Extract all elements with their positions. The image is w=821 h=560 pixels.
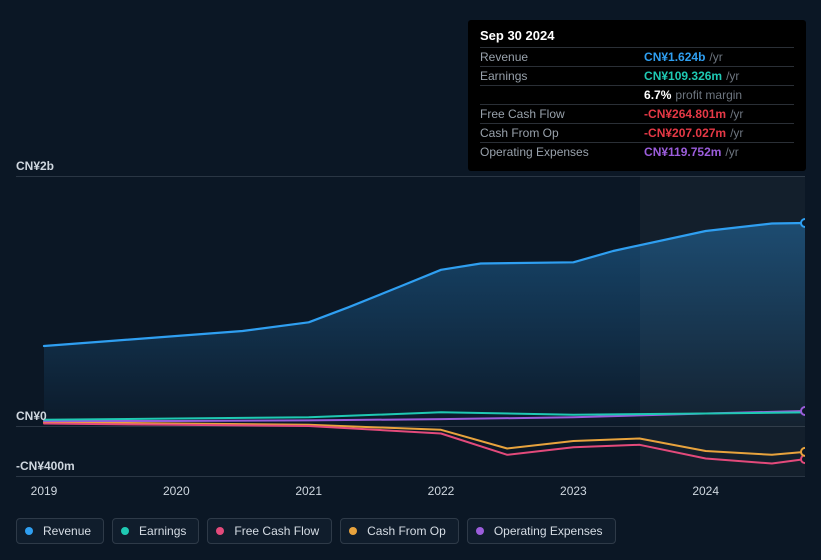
tooltip-row: EarningsCN¥109.326m/yr (480, 67, 794, 86)
chart-tooltip: Sep 30 2024RevenueCN¥1.624b/yrEarningsCN… (468, 20, 806, 171)
x-axis-label: 2024 (692, 484, 719, 498)
tooltip-row: RevenueCN¥1.624b/yr (480, 48, 794, 67)
end-marker-opex (801, 407, 805, 415)
legend-item-cashop[interactable]: Cash From Op (340, 518, 459, 544)
tooltip-table: RevenueCN¥1.624b/yrEarningsCN¥109.326m/y… (480, 47, 794, 161)
tooltip-row-label: Cash From Op (480, 124, 644, 143)
tooltip-row-value: -CN¥207.027m/yr (644, 124, 794, 143)
end-marker-revenue (801, 219, 805, 227)
legend-item-earnings[interactable]: Earnings (112, 518, 199, 544)
legend-swatch-icon (476, 527, 484, 535)
tooltip-row: Cash From Op-CN¥207.027m/yr (480, 124, 794, 143)
legend-item-revenue[interactable]: Revenue (16, 518, 104, 544)
legend-item-label: Free Cash Flow (234, 524, 319, 538)
x-axis: 2019 2020 2021 2022 2023 2024 (16, 484, 805, 500)
legend-item-fcf[interactable]: Free Cash Flow (207, 518, 332, 544)
tooltip-row-value: CN¥109.326m/yr (644, 67, 794, 86)
tooltip-date: Sep 30 2024 (480, 28, 794, 47)
financials-chart[interactable] (16, 176, 805, 476)
x-axis-label: 2020 (163, 484, 190, 498)
legend-swatch-icon (121, 527, 129, 535)
legend-item-label: Earnings (139, 524, 186, 538)
legend-swatch-icon (349, 527, 357, 535)
legend-item-label: Cash From Op (367, 524, 446, 538)
x-axis-label: 2019 (31, 484, 58, 498)
tooltip-row: Free Cash Flow-CN¥264.801m/yr (480, 105, 794, 124)
revenue-area (44, 223, 805, 426)
tooltip-row-value: CN¥119.752m/yr (644, 143, 794, 162)
chart-gridline (16, 476, 805, 477)
tooltip-row-label (480, 86, 644, 105)
y-axis-label: CN¥0 (16, 409, 47, 423)
tooltip-row-label: Revenue (480, 48, 644, 67)
tooltip-row-label: Operating Expenses (480, 143, 644, 162)
end-marker-cashop (801, 448, 805, 456)
legend-item-label: Revenue (43, 524, 91, 538)
tooltip-row-label: Earnings (480, 67, 644, 86)
legend-swatch-icon (25, 527, 33, 535)
tooltip-row-value: 6.7%profit margin (644, 86, 794, 105)
y-axis-label: -CN¥400m (16, 459, 75, 473)
chart-legend: Revenue Earnings Free Cash Flow Cash From O… (16, 518, 616, 544)
x-axis-label: 2021 (295, 484, 322, 498)
tooltip-row: Operating ExpensesCN¥119.752m/yr (480, 143, 794, 162)
y-axis-label: CN¥2b (16, 159, 54, 173)
legend-item-opex[interactable]: Operating Expenses (467, 518, 616, 544)
tooltip-row: 6.7%profit margin (480, 86, 794, 105)
x-axis-label: 2022 (428, 484, 455, 498)
x-axis-label: 2023 (560, 484, 587, 498)
tooltip-row-value: CN¥1.624b/yr (644, 48, 794, 67)
legend-item-label: Operating Expenses (494, 524, 603, 538)
tooltip-row-label: Free Cash Flow (480, 105, 644, 124)
tooltip-row-value: -CN¥264.801m/yr (644, 105, 794, 124)
series-line-cashop (44, 422, 805, 455)
legend-swatch-icon (216, 527, 224, 535)
